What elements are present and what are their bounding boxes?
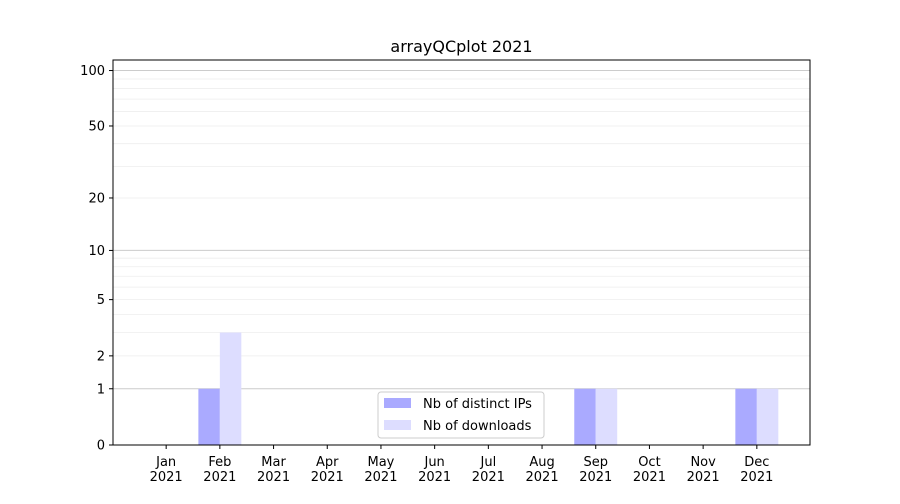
x-tick-label: Jul 2021 [472, 455, 505, 485]
bar-distinct-ips [198, 388, 220, 445]
y-tick-label: 1 [97, 382, 105, 397]
y-tick-label: 5 [97, 293, 105, 308]
x-tick-label: Mar 2021 [257, 455, 290, 485]
grid [113, 70, 810, 390]
y-tick-label: 10 [88, 244, 105, 259]
y-tick-label: 0 [97, 439, 105, 454]
x-tick-label: Dec 2021 [740, 455, 773, 485]
x-tick-label: Apr 2021 [311, 455, 344, 485]
legend-swatch [384, 398, 411, 408]
legend: Nb of distinct IPs Nb of downloads [377, 391, 545, 439]
legend-swatch [384, 420, 411, 430]
chart-title: arrayQCplot 2021 [390, 37, 532, 56]
bar-distinct-ips [735, 388, 757, 445]
bar-downloads [756, 388, 779, 445]
y-tick-label: 100 [80, 64, 105, 79]
x-tick-label: Jan 2021 [150, 455, 183, 485]
legend-label: Nb of distinct IPs [423, 397, 532, 412]
legend-label: Nb of downloads [423, 419, 532, 434]
x-tick-label: Jun 2021 [418, 455, 451, 485]
y-axis: 0 1 2 5 10 20 50 100 [80, 64, 113, 454]
y-tick-label: 2 [97, 349, 105, 364]
bars [198, 332, 779, 445]
bar-downloads [595, 388, 618, 445]
bar-distinct-ips [574, 388, 596, 445]
bar-downloads [219, 332, 242, 445]
plot-frame [112, 59, 811, 446]
x-tick-label: Feb 2021 [203, 455, 236, 485]
x-tick-label: May 2021 [364, 455, 397, 485]
x-axis: Jan 2021 Feb 2021 Mar 2021 Apr 2021 May 2021 Jun 20… [150, 445, 773, 485]
x-tick-label: Oct 2021 [633, 455, 666, 485]
legend-box [377, 391, 545, 439]
x-tick-label: Aug 2021 [526, 455, 559, 485]
x-tick-label: Nov 2021 [687, 455, 720, 485]
y-tick-label: 50 [88, 119, 105, 134]
y-tick-label: 20 [88, 191, 105, 206]
x-tick-label: Sep 2021 [579, 455, 612, 485]
